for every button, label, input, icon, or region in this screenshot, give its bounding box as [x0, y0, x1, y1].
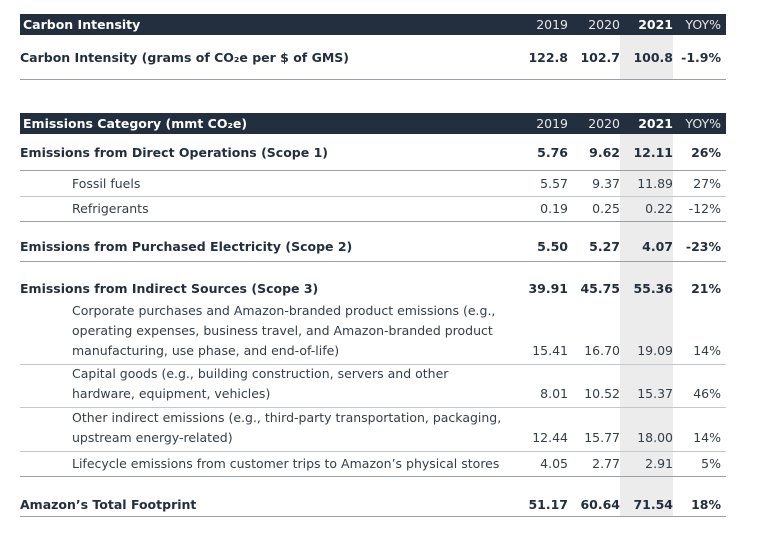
header-year-2021: 2021 — [638, 17, 673, 32]
value-2021: 4.07 — [642, 239, 673, 254]
header-year-2021: 2021 — [638, 116, 673, 131]
current-year-highlight — [620, 35, 673, 80]
value-yoy: 14% — [693, 343, 721, 358]
value-2021: 0.22 — [645, 201, 673, 216]
value-2019: 122.8 — [528, 49, 568, 65]
value-2019: 39.91 — [528, 280, 568, 296]
row-label: Emissions from Purchased Electricity (Sc… — [20, 239, 353, 254]
value-2020: 45.75 — [580, 280, 620, 296]
scope3-row: Emissions from Indirect Sources (Scope 3… — [20, 262, 726, 304]
row-label: Capital goods (e.g., building constructi… — [72, 366, 449, 401]
value-yoy: 26% — [691, 144, 721, 160]
value-2020: 15.77 — [584, 430, 620, 445]
value-yoy: 21% — [691, 280, 721, 296]
value-2020: 9.62 — [589, 144, 620, 160]
value-2019: 51.17 — [528, 496, 568, 512]
header-year-2019: 2019 — [536, 17, 568, 32]
value-2019: 15.41 — [532, 343, 568, 358]
value-2019: 5.50 — [537, 239, 568, 254]
value-2019: 5.76 — [537, 144, 568, 160]
value-yoy: -12% — [688, 201, 721, 216]
emissions-report: Carbon Intensity 2019 2020 2021 YOY% Car… — [20, 0, 726, 547]
value-2020: 102.7 — [580, 49, 620, 65]
header-title: Emissions Category (mmt CO₂e) — [23, 116, 248, 131]
value-yoy: 27% — [693, 175, 721, 191]
row-label: Amazon’s Total Footprint — [20, 496, 197, 512]
value-yoy: 5% — [701, 456, 721, 471]
row-label: Other indirect emissions (e.g., third-pa… — [72, 410, 502, 445]
row-label: Refrigerants — [72, 201, 149, 216]
table-row: Refrigerants 0.19 0.25 0.22 -12% — [20, 197, 726, 222]
value-2021: 71.54 — [633, 496, 673, 512]
header-yoy: YOY% — [685, 116, 721, 131]
value-yoy: -1.9% — [681, 49, 721, 65]
table-row: Other indirect emissions (e.g., third-pa… — [20, 408, 726, 452]
carbon-intensity-header: Carbon Intensity 2019 2020 2021 YOY% — [20, 14, 726, 35]
current-year-highlight — [620, 134, 673, 517]
value-2021: 100.8 — [633, 49, 673, 65]
emissions-category-header: Emissions Category (mmt CO₂e) 2019 2020 … — [20, 113, 726, 134]
table-row: Lifecycle emissions from customer trips … — [20, 452, 726, 477]
header-year-2020: 2020 — [588, 17, 620, 32]
header-year-2020: 2020 — [588, 116, 620, 131]
value-2019: 0.19 — [540, 201, 568, 216]
value-2020: 16.70 — [584, 343, 620, 358]
row-label: Carbon Intensity (grams of CO₂e per $ of… — [20, 49, 350, 65]
value-2020: 9.37 — [592, 175, 620, 191]
value-2021: 19.09 — [637, 343, 673, 358]
value-2019: 12.44 — [532, 430, 568, 445]
header-year-2019: 2019 — [536, 116, 568, 131]
value-2019: 8.01 — [540, 386, 568, 401]
value-2021: 18.00 — [637, 430, 673, 445]
scope1-row: Emissions from Direct Operations (Scope … — [20, 134, 726, 171]
table-row: Fossil fuels 5.57 9.37 11.89 27% — [20, 171, 726, 197]
value-yoy: -23% — [685, 239, 721, 254]
value-2020: 2.77 — [592, 456, 620, 471]
header-yoy: YOY% — [685, 17, 721, 32]
value-2021: 12.11 — [633, 144, 673, 160]
value-2020: 10.52 — [584, 386, 620, 401]
value-2020: 60.64 — [580, 496, 620, 512]
value-2021: 11.89 — [637, 175, 673, 191]
table-row: Capital goods (e.g., building constructi… — [20, 365, 726, 408]
value-2019: 5.57 — [540, 175, 568, 191]
row-label: Lifecycle emissions from customer trips … — [72, 456, 500, 471]
value-2019: 4.05 — [540, 456, 568, 471]
carbon-intensity-row: Carbon Intensity (grams of CO₂e per $ of… — [20, 35, 726, 80]
header-title: Carbon Intensity — [23, 17, 141, 32]
value-yoy: 46% — [693, 386, 721, 401]
row-label: Corporate purchases and Amazon-branded p… — [72, 303, 496, 358]
value-yoy: 18% — [691, 496, 721, 512]
row-label: Fossil fuels — [72, 175, 141, 191]
value-2021: 55.36 — [633, 280, 673, 296]
row-label: Emissions from Indirect Sources (Scope 3… — [20, 280, 319, 296]
value-2020: 5.27 — [589, 239, 620, 254]
total-footprint-row: Amazon’s Total Footprint 51.17 60.64 71.… — [20, 477, 726, 517]
row-label: Emissions from Direct Operations (Scope … — [20, 144, 328, 160]
value-2020: 0.25 — [592, 201, 620, 216]
value-yoy: 14% — [693, 430, 721, 445]
value-2021: 15.37 — [637, 386, 673, 401]
table-row: Corporate purchases and Amazon-branded p… — [20, 303, 726, 365]
value-2021: 2.91 — [645, 456, 673, 471]
scope2-row: Emissions from Purchased Electricity (Sc… — [20, 222, 726, 262]
